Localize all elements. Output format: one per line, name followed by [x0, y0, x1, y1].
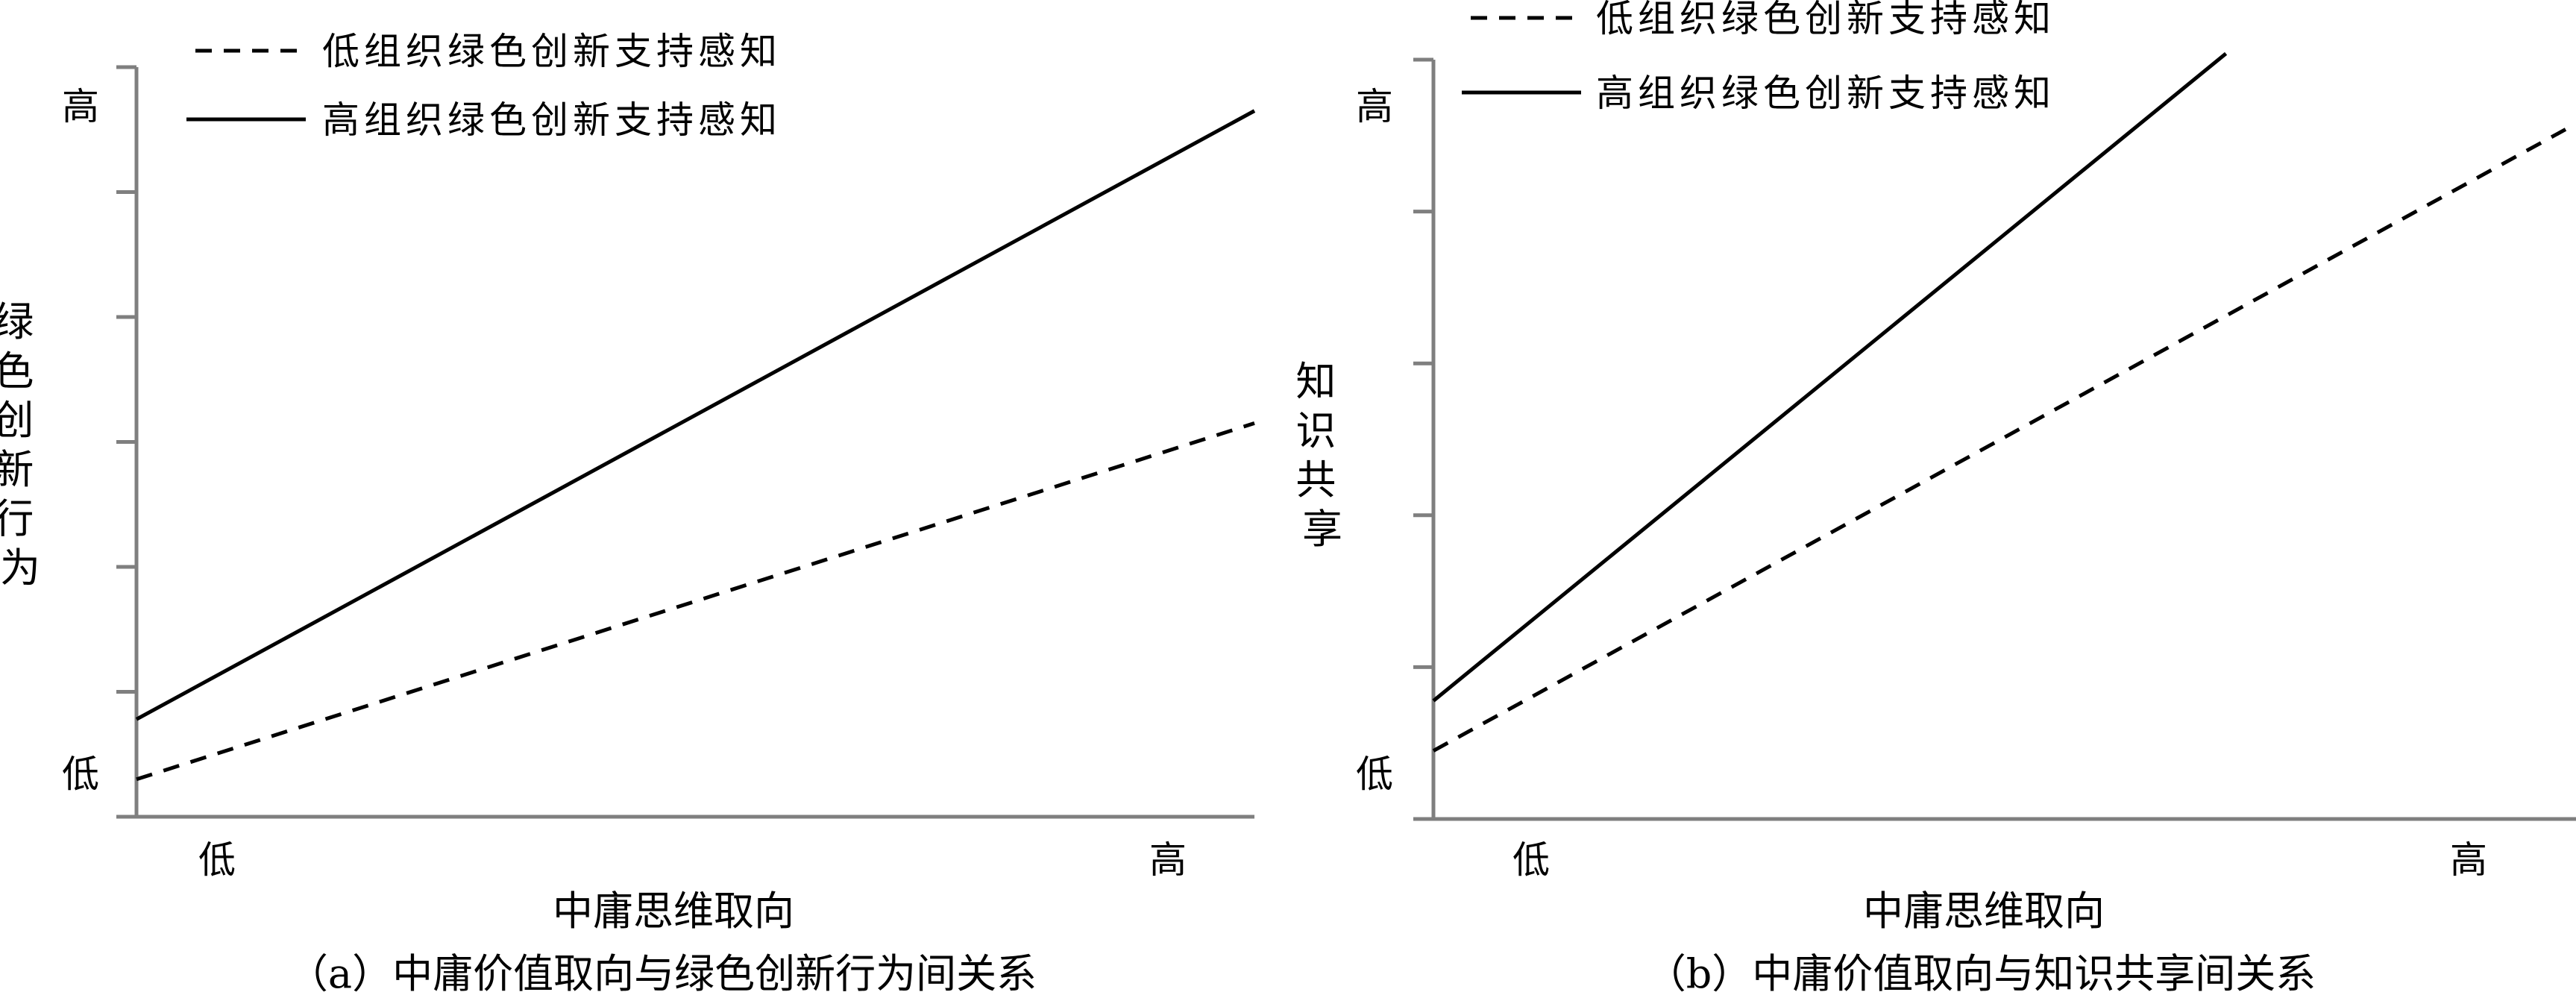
chart-b: 低组织绿色创新支持感知 高组织绿色创新支持感知 知 识 共 享 高 低 低 高 … [1295, 0, 2576, 997]
y-title-char: 创 [0, 397, 34, 444]
chart-b-caption: （b）中庸价值取向与知识共享间关系 [1646, 950, 2316, 997]
y-title-char: 新 [0, 446, 34, 493]
y-title-char: 享 [1302, 506, 1342, 553]
chart-b-y-title-text: 知 识 共 享 [1295, 358, 1348, 553]
chart-a-y-ticks [116, 65, 136, 819]
chart-b-legend-label-low: 低组织绿色创新支持感知 [1596, 0, 2055, 40]
chart-b-y-ticks [1413, 57, 1433, 821]
y-title-char: 色 [0, 348, 34, 395]
chart-a-y-tick-label-high: 高 [62, 85, 99, 128]
chart-a-x-tick-label-low: 低 [198, 838, 236, 882]
y-title-char: 绿 [0, 298, 34, 345]
y-title-char: 为 [0, 544, 40, 591]
chart-b-series-low [1432, 128, 2567, 753]
y-title-char: 共 [1295, 456, 1336, 503]
chart-a-caption: （a）中庸价值取向与绿色创新行为间关系 [288, 950, 1037, 997]
y-title-char: 行 [0, 495, 34, 542]
chart-b-y-title: 知 识 共 享 [1295, 358, 1348, 553]
chart-b-x-tick-label-low: 低 [1512, 838, 1550, 882]
chart-a-x-tick-label-high: 高 [1149, 838, 1187, 882]
chart-a-y-title-text: 绿 色 创 新 行 为 [0, 298, 47, 591]
chart-b-x-tick-label-high: 高 [2450, 838, 2487, 882]
chart-a-legend: 低组织绿色创新支持感知 高组织绿色创新支持感知 [186, 30, 782, 142]
y-title-char: 识 [1295, 407, 1336, 454]
chart-b-legend: 低组织绿色创新支持感知 高组织绿色创新支持感知 [1462, 0, 2055, 115]
chart-a-legend-label-high: 高组织绿色创新支持感知 [322, 98, 782, 142]
chart-a-y-title: 绿 色 创 新 行 为 [0, 298, 47, 591]
chart-b-y-tick-label-low: 低 [1356, 753, 1393, 796]
chart-a-series-high [135, 109, 1256, 721]
chart-a-legend-label-low: 低组织绿色创新支持感知 [322, 30, 782, 73]
y-title-char: 知 [1295, 358, 1336, 405]
chart-a: 低组织绿色创新支持感知 高组织绿色创新支持感知 绿 色 创 新 行 为 高 低 … [0, 30, 1256, 997]
chart-a-series-low [136, 421, 1255, 782]
chart-b-legend-label-high: 高组织绿色创新支持感知 [1596, 72, 2055, 115]
chart-b-series-high [1432, 51, 2228, 703]
chart-a-y-tick-label-low: 低 [62, 753, 99, 796]
chart-b-y-tick-label-high: 高 [1356, 85, 1393, 128]
chart-a-x-title: 中庸思维取向 [553, 888, 794, 935]
chart-b-x-title: 中庸思维取向 [1863, 888, 2105, 935]
